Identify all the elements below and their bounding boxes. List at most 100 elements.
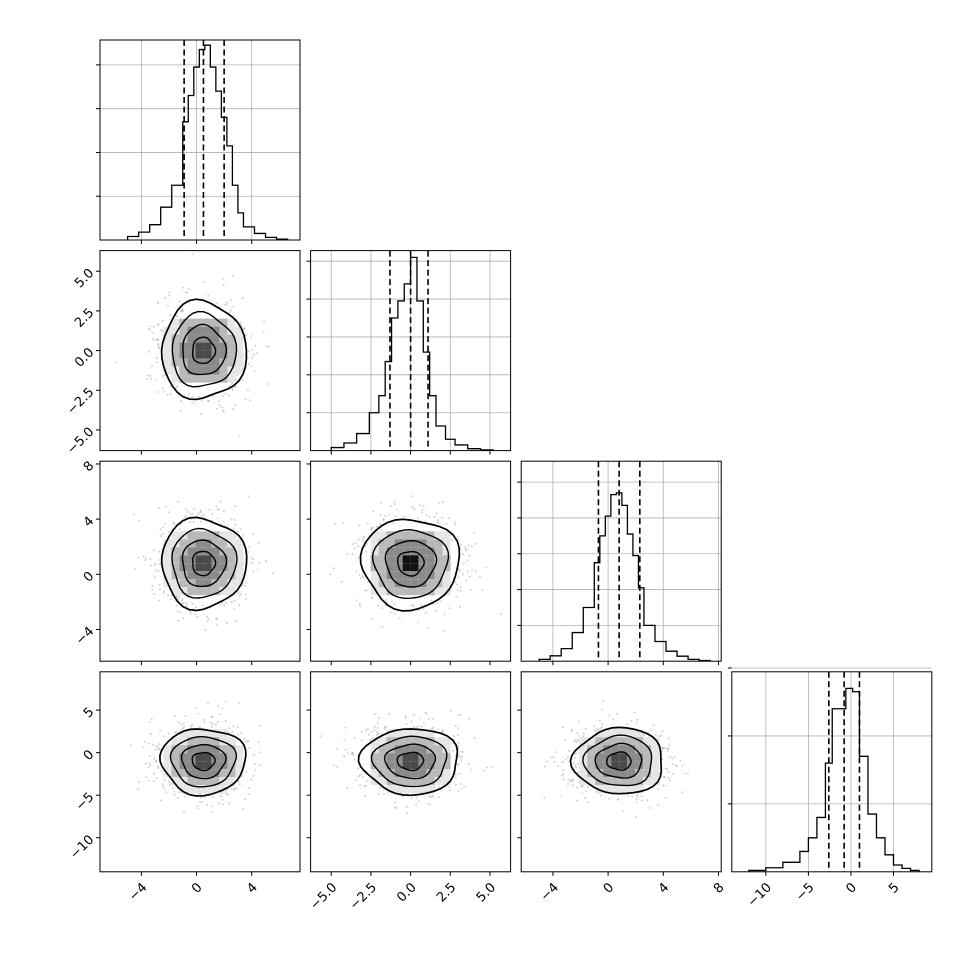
density-cell bbox=[442, 761, 451, 770]
scatter-point bbox=[454, 725, 457, 727]
scatter-point bbox=[219, 713, 222, 715]
density-cell bbox=[187, 737, 196, 746]
density-cell bbox=[211, 579, 220, 588]
density-cell bbox=[410, 761, 419, 770]
scatter-point bbox=[661, 746, 664, 749]
scatter-point bbox=[177, 500, 180, 503]
scatter-point bbox=[675, 764, 678, 767]
scatter-point bbox=[384, 726, 387, 729]
density-cell bbox=[227, 571, 236, 580]
scatter-point bbox=[661, 747, 664, 750]
density-cell bbox=[219, 571, 228, 580]
density-cell bbox=[187, 729, 196, 738]
scatter-point bbox=[177, 598, 180, 601]
density-cell bbox=[227, 342, 236, 351]
histogram-step bbox=[330, 256, 494, 451]
scatter-point bbox=[189, 512, 192, 515]
density-cell bbox=[227, 745, 236, 754]
scatter-point bbox=[576, 799, 578, 802]
scatter-point bbox=[666, 747, 669, 750]
density-cell bbox=[187, 318, 196, 327]
scatter-point bbox=[468, 575, 471, 578]
scatter-point bbox=[167, 780, 170, 783]
scatter-point bbox=[466, 570, 469, 573]
scatter-point bbox=[161, 330, 164, 333]
scatter-point bbox=[157, 346, 160, 349]
density-cell bbox=[171, 777, 180, 786]
scatter-point bbox=[156, 391, 159, 393]
scatter-point bbox=[410, 720, 413, 723]
scatter-point bbox=[661, 730, 664, 733]
scatter-point bbox=[608, 797, 611, 800]
density-cell bbox=[386, 579, 395, 588]
scatter-point bbox=[194, 606, 197, 608]
scatter-point bbox=[448, 607, 451, 610]
scatter-point bbox=[438, 502, 441, 505]
scatter-point bbox=[253, 370, 256, 373]
density-cell bbox=[370, 777, 379, 786]
density-cell bbox=[635, 769, 644, 778]
density-cell bbox=[410, 785, 419, 794]
scatter-point bbox=[169, 314, 172, 317]
density-cell bbox=[619, 729, 628, 738]
density-cell bbox=[211, 753, 220, 762]
density-cell bbox=[171, 555, 180, 564]
density-cell bbox=[203, 342, 212, 351]
scatter-point bbox=[370, 529, 373, 532]
density-cell bbox=[418, 769, 427, 778]
scatter-point bbox=[635, 722, 638, 724]
scatter-point bbox=[210, 805, 213, 808]
scatter-point bbox=[371, 526, 374, 529]
density-cell bbox=[635, 785, 644, 794]
scatter-point bbox=[191, 602, 194, 605]
density-cell bbox=[627, 753, 636, 762]
scatter-point bbox=[376, 726, 379, 729]
scatter-point bbox=[245, 598, 248, 600]
scatter-point bbox=[474, 542, 477, 545]
scatter-point bbox=[370, 527, 373, 530]
scatter-point bbox=[427, 717, 430, 720]
scatter-point bbox=[584, 797, 587, 800]
scatter-point bbox=[232, 725, 235, 728]
scatter-point bbox=[367, 581, 370, 584]
scatter-point bbox=[454, 773, 457, 776]
scatter-point bbox=[230, 787, 233, 790]
scatter-point bbox=[247, 495, 250, 498]
density-cell bbox=[187, 769, 196, 778]
scatter-point bbox=[353, 758, 356, 761]
scatter-point bbox=[384, 514, 387, 517]
density-cell bbox=[187, 547, 196, 556]
density-cell bbox=[402, 539, 411, 548]
scatter-point bbox=[159, 535, 162, 538]
contour-line bbox=[160, 516, 248, 612]
scatter-point bbox=[242, 534, 245, 536]
scatter-point bbox=[233, 787, 236, 790]
density-cell bbox=[579, 777, 588, 786]
scatter-point bbox=[365, 550, 368, 553]
density-cell bbox=[434, 587, 443, 596]
scatter-point bbox=[236, 733, 239, 736]
density-cell bbox=[227, 358, 236, 367]
scatter-point bbox=[186, 291, 189, 294]
density-cell bbox=[370, 587, 379, 596]
density-cell bbox=[418, 777, 427, 786]
scatter-point bbox=[362, 535, 365, 538]
scatter-point bbox=[402, 515, 405, 518]
scatter-point bbox=[649, 807, 652, 809]
scatter-point bbox=[144, 776, 147, 779]
scatter-point bbox=[157, 322, 160, 325]
density-cell bbox=[386, 729, 395, 738]
scatter-point bbox=[240, 323, 243, 326]
density-cell bbox=[211, 342, 220, 351]
density-cell bbox=[235, 769, 244, 778]
scatter-point bbox=[221, 406, 223, 409]
scatter-point bbox=[155, 338, 158, 341]
density-cell bbox=[235, 547, 244, 556]
density-cell bbox=[370, 571, 379, 580]
scatter-point bbox=[149, 733, 152, 736]
scatter-point bbox=[358, 573, 361, 576]
scatter-point bbox=[182, 286, 185, 289]
scatter-point bbox=[671, 772, 674, 775]
density-cell bbox=[651, 745, 660, 754]
y-tick-label: 2.5 bbox=[72, 306, 97, 331]
